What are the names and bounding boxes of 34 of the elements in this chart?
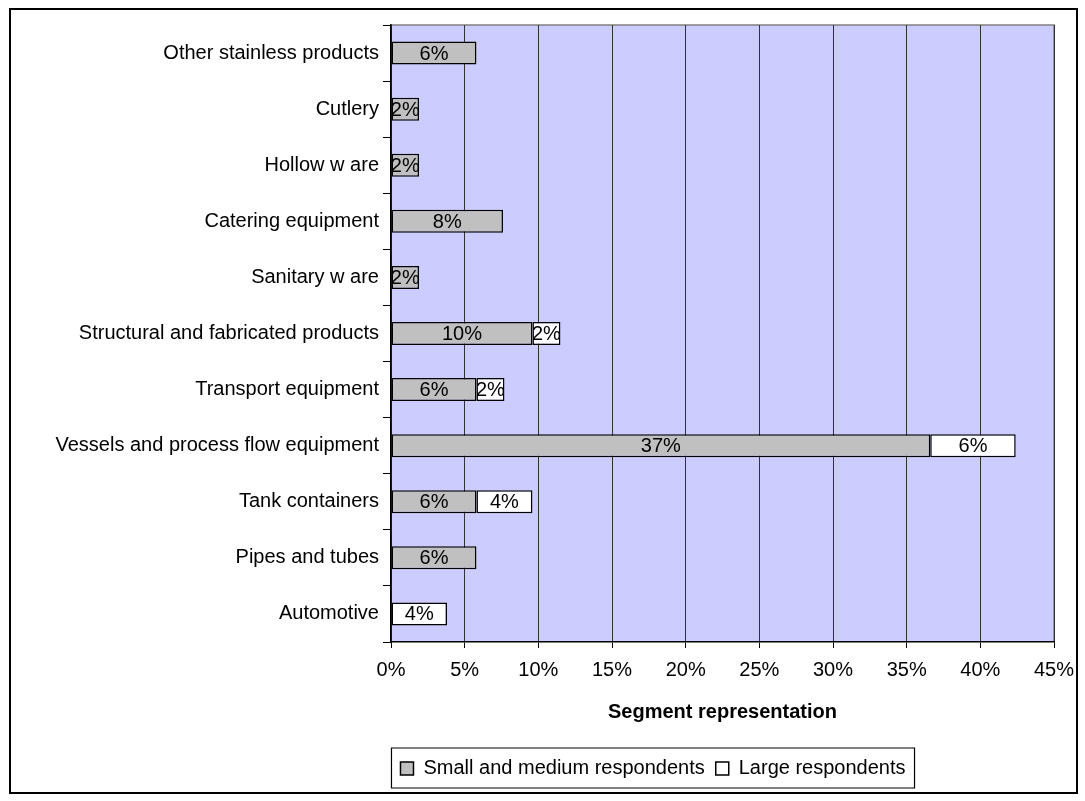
y-tick-label: Hollow w are bbox=[264, 152, 379, 175]
x-tick-label: 40% bbox=[960, 657, 1001, 680]
x-axis-title: Segment representation bbox=[608, 699, 837, 722]
data-label: 6% bbox=[419, 41, 449, 64]
data-label: 10% bbox=[441, 322, 483, 345]
x-tick-label: 30% bbox=[812, 657, 854, 680]
y-tick-label: Cutlery bbox=[315, 96, 379, 119]
y-tick-label: Catering equipment bbox=[204, 208, 380, 231]
y-tick-label: Automotive bbox=[278, 601, 379, 624]
data-label: 4% bbox=[404, 602, 434, 625]
x-tick-label: 0% bbox=[376, 657, 406, 680]
y-tick-label: Sanitary w are bbox=[251, 264, 379, 287]
data-label: 6% bbox=[419, 378, 449, 401]
y-tick-label: Transport equipment bbox=[195, 377, 380, 400]
data-label: 8% bbox=[432, 209, 462, 232]
y-tick-label: Other stainless products bbox=[163, 40, 379, 63]
x-tick-label: 35% bbox=[886, 657, 927, 680]
y-tick-label: Pipes and tubes bbox=[235, 545, 379, 568]
data-label: 6% bbox=[958, 434, 988, 457]
legend-label: Small and medium respondents bbox=[423, 756, 705, 779]
x-tick-label: 45% bbox=[1033, 657, 1075, 680]
data-label: 6% bbox=[419, 546, 449, 569]
data-label: 37% bbox=[640, 434, 682, 457]
y-tick-label: Tank containers bbox=[238, 489, 379, 512]
x-tick-label: 5% bbox=[450, 657, 480, 680]
legend-label: Large respondents bbox=[738, 756, 906, 779]
y-tick-label: Vessels and process flow equipment bbox=[55, 433, 380, 456]
x-tick-label: 15% bbox=[591, 657, 633, 680]
x-tick-label: 20% bbox=[665, 657, 706, 680]
data-label: 4% bbox=[489, 490, 520, 513]
x-tick-label: 10% bbox=[518, 657, 559, 680]
y-tick-label: Structural and fabricated products bbox=[78, 321, 379, 344]
data-label: 6% bbox=[419, 490, 449, 513]
x-tick-label: 25% bbox=[739, 657, 780, 680]
